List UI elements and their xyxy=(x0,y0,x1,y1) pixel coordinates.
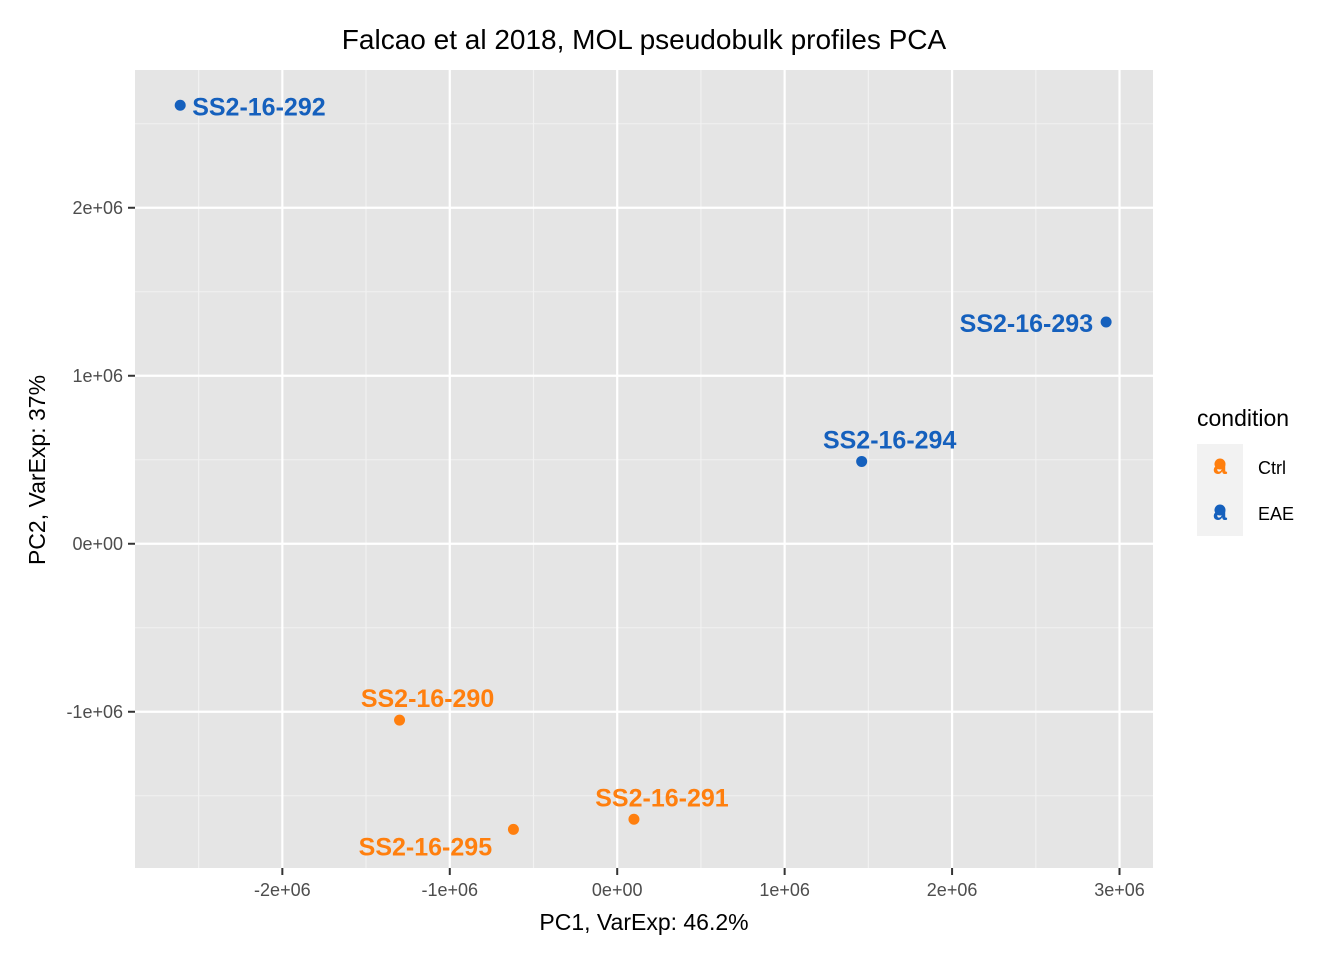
x-tick-label: 2e+06 xyxy=(927,880,978,900)
point-label: SS2-16-294 xyxy=(823,426,957,454)
y-tick-label: 0e+00 xyxy=(72,534,123,554)
data-point xyxy=(1100,316,1112,328)
point-label: SS2-16-291 xyxy=(595,784,729,812)
chart-title: Falcao et al 2018, MOL pseudobulk profil… xyxy=(342,24,947,55)
x-axis-title: PC1, VarExp: 46.2% xyxy=(539,909,748,935)
data-point xyxy=(856,455,868,467)
x-tick-label: -2e+06 xyxy=(254,880,311,900)
legend-title: condition xyxy=(1197,405,1289,431)
x-tick-label: 3e+06 xyxy=(1094,880,1145,900)
major-gridlines xyxy=(135,70,1153,868)
x-tick-label: -1e+06 xyxy=(421,880,478,900)
legend-key-point xyxy=(1214,504,1226,516)
data-point xyxy=(507,823,519,835)
point-label: SS2-16-295 xyxy=(359,833,493,861)
data-point xyxy=(628,813,640,825)
x-tick-label: 1e+06 xyxy=(759,880,810,900)
legend-key-point xyxy=(1214,458,1226,470)
minor-gridlines xyxy=(135,70,1153,868)
data-point xyxy=(174,99,186,111)
plot-panel xyxy=(135,70,1153,868)
legend-label: EAE xyxy=(1258,504,1294,524)
y-tick-label: -1e+06 xyxy=(66,702,123,722)
y-axis-title: PC2, VarExp: 37% xyxy=(24,375,50,565)
data-points xyxy=(174,99,1112,835)
x-axis: -2e+06 -1e+06 0e+00 1e+06 2e+06 3e+06 xyxy=(254,868,1145,900)
legend: condition a Ctrl a EAE xyxy=(1197,405,1294,536)
x-tick-label: 0e+00 xyxy=(592,880,643,900)
point-labels: SS2-16-292 SS2-16-293 SS2-16-294 SS2-16-290… xyxy=(192,93,1093,861)
data-point xyxy=(394,714,406,726)
legend-key-glyph: a xyxy=(1213,452,1228,480)
point-label: SS2-16-292 xyxy=(192,93,325,121)
legend-label: Ctrl xyxy=(1258,458,1286,478)
point-label: SS2-16-290 xyxy=(361,685,494,713)
legend-key-glyph: a xyxy=(1213,498,1228,526)
point-label: SS2-16-293 xyxy=(960,310,1093,338)
y-axis: -1e+06 0e+00 1e+06 2e+06 xyxy=(66,198,135,722)
y-tick-label: 2e+06 xyxy=(72,198,123,218)
y-tick-label: 1e+06 xyxy=(72,366,123,386)
